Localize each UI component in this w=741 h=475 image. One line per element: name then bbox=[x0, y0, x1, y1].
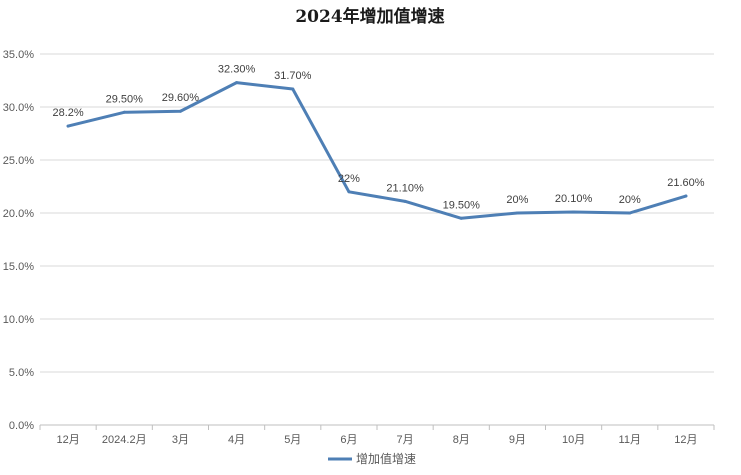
x-tick-label: 4月 bbox=[228, 434, 245, 446]
data-point bbox=[403, 199, 407, 203]
data-label: 21.10% bbox=[386, 182, 424, 194]
data-label: 20% bbox=[506, 194, 528, 206]
x-tick-label: 9月 bbox=[509, 434, 526, 446]
x-tick-label: 11月 bbox=[619, 434, 641, 446]
data-label: 28.2% bbox=[52, 107, 83, 119]
legend: 增加值增速 bbox=[328, 451, 416, 466]
data-point bbox=[459, 216, 463, 220]
data-label: 29.60% bbox=[162, 92, 200, 104]
data-label: 21.60% bbox=[667, 177, 705, 189]
x-tick-label: 8月 bbox=[453, 434, 470, 446]
chart-title: 2024年增加值增速 bbox=[295, 6, 444, 27]
series-layer bbox=[66, 81, 688, 220]
data-label: 29.50% bbox=[106, 93, 144, 105]
grid-layer: 0.0% 5.0% 10.0% 15.0% 20.0% 25.0% 30.0% 35.0% bbox=[3, 49, 714, 432]
y-tick-label: 20.0% bbox=[3, 208, 34, 220]
y-tick-label: 35.0% bbox=[3, 49, 34, 61]
data-labels: 28.2% 29.50% 29.60% 32.30% 31.70% 22% 21.10% 19… bbox=[52, 64, 704, 212]
y-tick-label: 10.0% bbox=[3, 314, 34, 326]
x-tick-label: 5月 bbox=[284, 434, 301, 446]
data-label: 19.50% bbox=[443, 199, 481, 211]
y-tick-label: 15.0% bbox=[3, 261, 34, 273]
series-line bbox=[66, 81, 688, 220]
y-tick-label: 5.0% bbox=[9, 367, 34, 379]
data-point bbox=[235, 81, 239, 85]
x-tick-label: 12月 bbox=[674, 434, 697, 446]
x-tick-label: 2024.2月 bbox=[102, 434, 147, 446]
legend-label: 增加值增速 bbox=[356, 451, 416, 466]
x-tick-label: 3月 bbox=[172, 434, 189, 446]
data-label: 20.10% bbox=[555, 193, 593, 205]
x-tick-label: 6月 bbox=[340, 434, 357, 446]
x-axis-ticks: 12月 2024.2月 3月 4月 5月 6月 7月 8月 9月 10月 11月 12月 bbox=[39, 425, 715, 446]
data-label: 22% bbox=[338, 173, 360, 185]
data-label: 32.30% bbox=[218, 64, 256, 76]
x-tick-label: 12月 bbox=[56, 434, 79, 446]
data-label: 31.70% bbox=[274, 70, 312, 82]
y-tick-label: 30.0% bbox=[3, 102, 34, 114]
data-label: 20% bbox=[619, 194, 641, 206]
data-point bbox=[291, 87, 295, 91]
data-point bbox=[684, 194, 688, 198]
data-point bbox=[178, 109, 182, 113]
x-tick-label: 7月 bbox=[397, 434, 414, 446]
data-point bbox=[572, 210, 576, 214]
data-point bbox=[628, 211, 632, 215]
data-point bbox=[122, 110, 126, 114]
y-tick-label: 0.0% bbox=[9, 420, 34, 432]
data-point bbox=[347, 190, 351, 194]
data-point bbox=[66, 124, 70, 128]
y-tick-label: 25.0% bbox=[3, 155, 34, 167]
x-tick-label: 10月 bbox=[562, 434, 585, 446]
data-point bbox=[515, 211, 519, 215]
